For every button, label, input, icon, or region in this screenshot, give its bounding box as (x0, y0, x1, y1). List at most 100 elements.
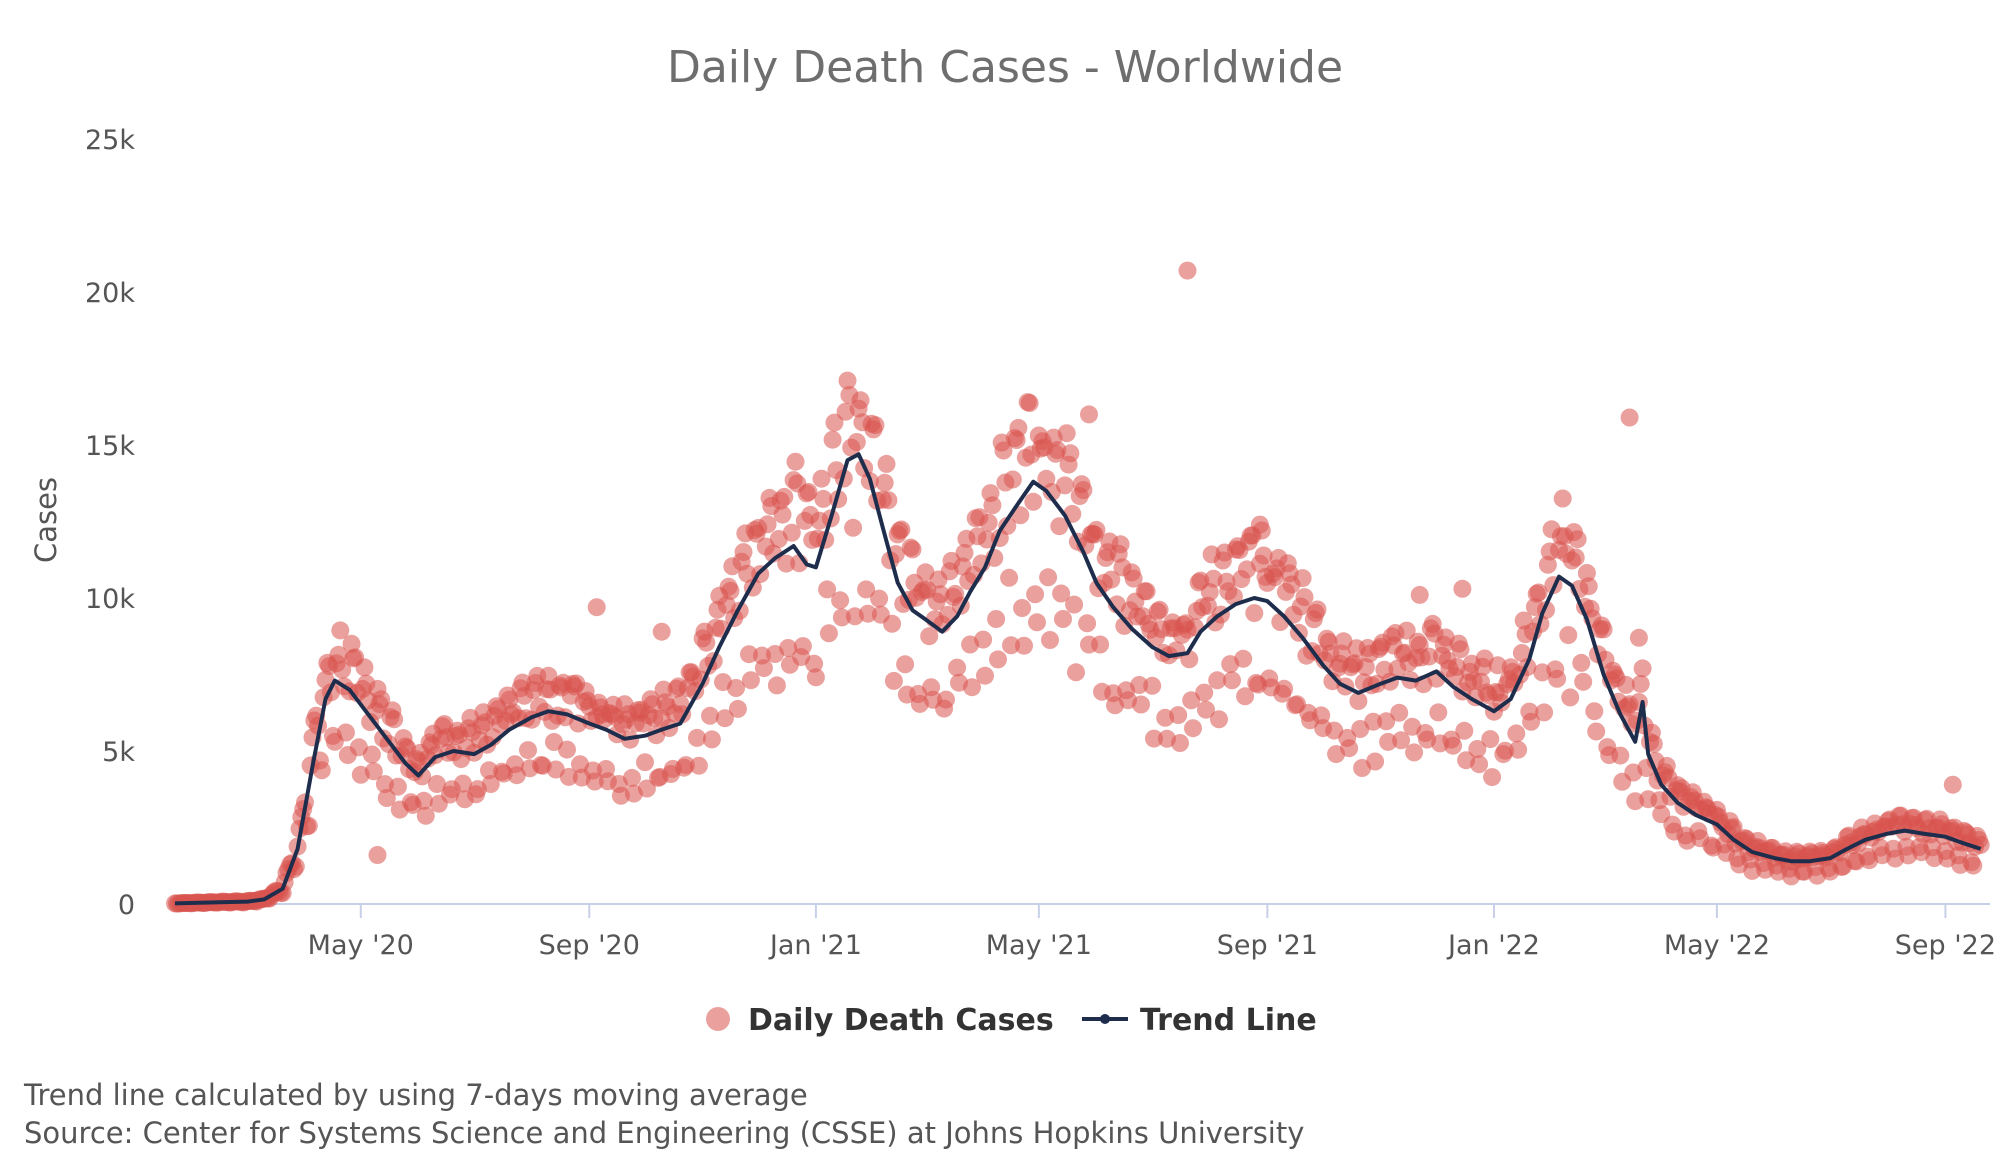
scatter-point[interactable] (838, 371, 857, 390)
scatter-point[interactable] (1366, 752, 1385, 771)
scatter-point[interactable] (413, 767, 432, 786)
scatter-point[interactable] (558, 740, 576, 759)
scatter-point[interactable] (1182, 691, 1201, 710)
scatter-point[interactable] (1080, 405, 1098, 424)
scatter-point[interactable] (1039, 568, 1058, 587)
scatter-point[interactable] (1577, 564, 1596, 582)
scatter-point[interactable] (786, 452, 805, 471)
scatter-point[interactable] (312, 761, 331, 780)
scatter-point[interactable] (1620, 408, 1639, 427)
scatter-point[interactable] (1171, 734, 1189, 752)
scatter-point[interactable] (1054, 610, 1072, 628)
scatter-point[interactable] (1468, 740, 1487, 758)
scatter-point[interactable] (1132, 695, 1150, 714)
scatter-point[interactable] (799, 483, 818, 501)
scatter-point[interactable] (623, 768, 641, 787)
scatter-point[interactable] (1052, 584, 1071, 603)
scatter-point[interactable] (1130, 676, 1149, 694)
scatter-point[interactable] (1003, 470, 1022, 489)
scatter-point[interactable] (1020, 394, 1039, 412)
scatter-point[interactable] (754, 659, 773, 678)
scatter-point[interactable] (1250, 515, 1269, 534)
scatter-point[interactable] (976, 666, 994, 685)
scatter-point[interactable] (1169, 706, 1188, 725)
scatter-point[interactable] (1254, 546, 1273, 565)
scatter-point[interactable] (977, 530, 996, 549)
scatter-point[interactable] (823, 430, 842, 449)
scatter-point[interactable] (1444, 736, 1463, 755)
scatter-point[interactable] (963, 678, 981, 697)
scatter-point[interactable] (1587, 722, 1606, 741)
scatter-point[interactable] (676, 756, 695, 775)
scatter-point[interactable] (1585, 702, 1604, 721)
scatter-point[interactable] (1470, 755, 1489, 774)
scatter-point[interactable] (1145, 729, 1163, 748)
scatter-point[interactable] (1964, 856, 1983, 875)
scatter-point[interactable] (388, 777, 407, 796)
scatter-point[interactable] (636, 753, 654, 772)
scatter-point[interactable] (1453, 579, 1472, 598)
scatter-point[interactable] (851, 391, 870, 410)
scatter-point[interactable] (1223, 671, 1241, 690)
scatter-point[interactable] (1067, 663, 1085, 682)
legend-marker-trend-dot[interactable] (1100, 1014, 1110, 1024)
scatter-point[interactable] (1392, 731, 1411, 750)
scatter-point[interactable] (948, 658, 967, 677)
scatter-point[interactable] (814, 489, 833, 508)
scatter-point[interactable] (1184, 719, 1202, 738)
scatter-point[interactable] (697, 633, 716, 652)
scatter-point[interactable] (372, 690, 391, 709)
scatter-point[interactable] (1143, 676, 1162, 695)
scatter-point[interactable] (1065, 595, 1084, 614)
scatter-point[interactable] (1397, 621, 1416, 640)
scatter-point[interactable] (377, 789, 396, 807)
scatter-point[interactable] (825, 413, 844, 432)
scatter-point[interactable] (1024, 492, 1043, 511)
scatter-point[interactable] (793, 637, 812, 656)
scatter-point[interactable] (998, 516, 1017, 535)
scatter-point[interactable] (1410, 585, 1429, 604)
scatter-point[interactable] (1943, 775, 1962, 794)
scatter-point[interactable] (806, 668, 825, 687)
scatter-point[interactable] (741, 671, 760, 690)
scatter-point[interactable] (1055, 476, 1074, 495)
scatter-point[interactable] (1002, 636, 1020, 655)
scatter-point[interactable] (1572, 653, 1591, 672)
scatter-point[interactable] (1405, 743, 1424, 762)
scatter-point[interactable] (775, 487, 794, 506)
scatter-point[interactable] (994, 441, 1013, 460)
scatter-point[interactable] (767, 676, 786, 695)
scatter-point[interactable] (1137, 582, 1156, 601)
scatter-point[interactable] (364, 762, 383, 781)
scatter-point[interactable] (1377, 712, 1396, 731)
scatter-point[interactable] (1574, 672, 1593, 691)
legend-label-trend-line[interactable]: Trend Line (1140, 1003, 1317, 1038)
scatter-point[interactable] (879, 491, 898, 510)
scatter-point[interactable] (342, 634, 361, 653)
scatter-point[interactable] (1496, 741, 1515, 760)
scatter-point[interactable] (1087, 520, 1106, 539)
scatter-point[interactable] (481, 775, 500, 793)
scatter-point[interactable] (1041, 631, 1059, 649)
scatter-point[interactable] (1015, 636, 1033, 655)
scatter-point[interactable] (974, 630, 993, 649)
scatter-point[interactable] (870, 589, 889, 608)
scatter-point[interactable] (819, 624, 838, 643)
scatter-point[interactable] (1538, 555, 1557, 574)
scatter-point[interactable] (1150, 600, 1169, 619)
scatter-point[interactable] (1074, 481, 1093, 500)
scatter-point[interactable] (983, 496, 1002, 515)
scatter-point[interactable] (937, 690, 955, 709)
scatter-point[interactable] (989, 650, 1007, 669)
scatter-point[interactable] (1013, 599, 1032, 617)
scatter-point[interactable] (427, 775, 446, 793)
scatter-point[interactable] (1568, 530, 1587, 549)
scatter-point[interactable] (416, 806, 435, 825)
scatter-point[interactable] (368, 846, 387, 864)
scatter-point[interactable] (1091, 635, 1110, 654)
scatter-point[interactable] (727, 679, 745, 697)
scatter-point[interactable] (1178, 261, 1197, 280)
scatter-point[interactable] (1451, 640, 1470, 659)
scatter-point[interactable] (1631, 674, 1650, 693)
scatter-point[interactable] (1078, 614, 1097, 633)
